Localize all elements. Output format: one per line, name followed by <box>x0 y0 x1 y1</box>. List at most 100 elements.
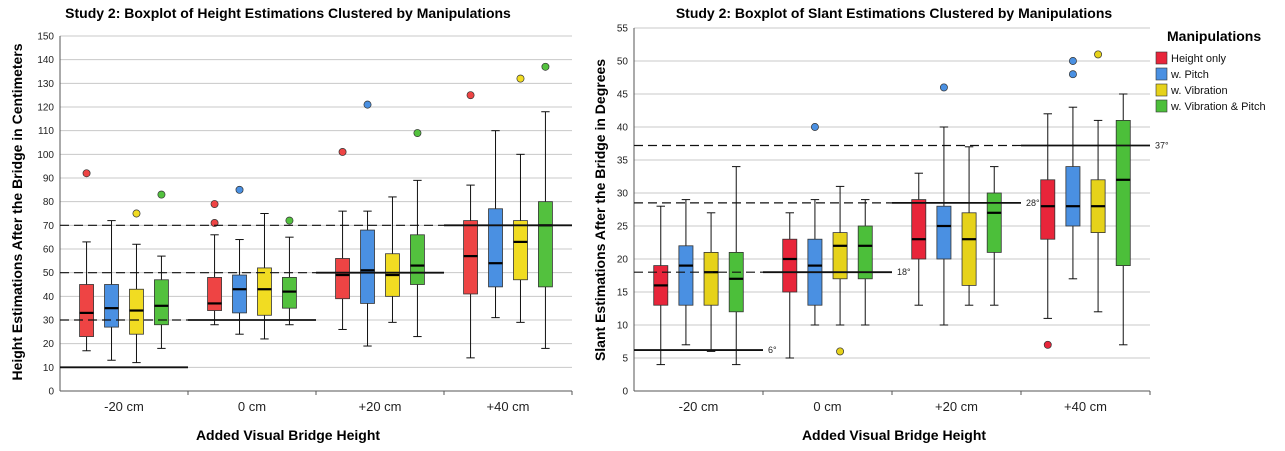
outlier-point <box>810 123 819 131</box>
box-1-1 <box>232 185 247 335</box>
outlier-point <box>363 100 372 109</box>
legend-title: Manipulations <box>1167 28 1261 44</box>
height-boxplot-chart: Study 2: Boxplot of Height Estimations C… <box>9 5 573 443</box>
box-3-3 <box>1115 93 1131 346</box>
outlier-point <box>1068 70 1077 79</box>
y-tick-label: 40 <box>43 292 55 303</box>
y-tick-label: 20 <box>43 339 55 350</box>
box-3-2 <box>986 166 1002 306</box>
slant-boxplot-chart: Study 2: Boxplot of Slant Estimations Cl… <box>592 5 1169 443</box>
y-tick-label: 40 <box>617 123 629 134</box>
x-tick-label: +20 cm <box>935 399 978 414</box>
outlier-point <box>132 209 141 218</box>
box-iqr <box>986 192 1002 253</box>
box-2-1 <box>257 213 272 340</box>
box-2-0 <box>129 209 144 364</box>
box-iqr <box>513 220 528 281</box>
box-iqr <box>129 288 144 335</box>
box-0-0 <box>79 169 94 352</box>
box-1-2 <box>936 83 952 326</box>
box-iqr <box>782 238 798 293</box>
legend-label: Height only <box>1171 53 1227 65</box>
box-1-3 <box>488 130 503 319</box>
y-tick-label: 15 <box>617 288 629 299</box>
outlier-point <box>516 74 525 83</box>
box-1-1 <box>807 123 823 326</box>
box-3-2 <box>410 129 425 338</box>
legend-swatch <box>1155 99 1168 113</box>
y-axis-label: Height Estimations After the Bridge in C… <box>9 43 25 380</box>
y-tick-label: 70 <box>43 221 55 232</box>
box-0-2 <box>911 172 927 306</box>
x-tick-label: -20 cm <box>679 399 719 414</box>
x-tick-label: -20 cm <box>104 399 144 414</box>
y-tick-label: 5 <box>622 354 628 365</box>
legend-label: w. Vibration <box>1170 85 1228 97</box>
legend: Manipulations Height only w. Pitch w. Vibr… <box>1155 28 1266 113</box>
box-1-0 <box>678 199 694 346</box>
box-iqr <box>936 205 952 260</box>
y-tick-label: 50 <box>617 57 629 68</box>
y-tick-label: 25 <box>617 222 629 233</box>
outlier-point <box>1068 57 1077 65</box>
box-0-0 <box>653 205 669 366</box>
box-0-2 <box>335 148 350 330</box>
box-2-2 <box>961 146 977 306</box>
box-2-3 <box>513 74 528 323</box>
outlier-point <box>836 347 845 356</box>
outlier-point <box>210 200 219 208</box>
y-tick-label: 130 <box>37 79 54 90</box>
outlier-point <box>939 83 948 92</box>
x-tick-label: +40 cm <box>1064 399 1107 414</box>
y-axis-label: Slant Estimations After the Bridge in De… <box>592 59 608 361</box>
y-tick-label: 10 <box>617 321 629 332</box>
legend-swatch <box>1155 67 1168 81</box>
box-2-1 <box>832 185 848 356</box>
box-iqr <box>257 267 272 316</box>
box-3-1 <box>857 199 873 326</box>
box-iqr <box>1065 166 1081 227</box>
box-0-1 <box>207 200 222 326</box>
y-tick-label: 55 <box>617 24 629 35</box>
box-iqr <box>832 232 848 280</box>
legend-label: w. Pitch <box>1170 69 1209 81</box>
x-axis-label: Added Visual Bridge Height <box>802 427 986 443</box>
outlier-point <box>1094 50 1103 59</box>
y-tick-label: 100 <box>37 150 54 161</box>
box-0-1 <box>782 212 798 359</box>
outlier-point <box>466 91 475 100</box>
box-iqr <box>678 245 694 306</box>
y-tick-label: 45 <box>617 90 629 101</box>
outlier-point <box>338 148 347 156</box>
box-iqr <box>488 208 503 288</box>
box-iqr <box>360 229 375 304</box>
legend-label: w. Vibration & Pitch <box>1170 101 1266 113</box>
box-1-2 <box>360 100 375 347</box>
box-3-0 <box>728 166 744 366</box>
outlier-point <box>541 62 550 71</box>
box-2-0 <box>703 212 719 352</box>
y-tick-label: 120 <box>37 103 54 114</box>
box-2-3 <box>1090 50 1106 313</box>
box-iqr <box>961 212 977 286</box>
y-tick-label: 20 <box>617 255 629 266</box>
y-tick-label: 90 <box>43 174 55 185</box>
outlier-point <box>1043 340 1052 349</box>
y-tick-label: 0 <box>48 387 54 398</box>
box-3-1 <box>282 216 297 326</box>
box-iqr <box>104 284 119 328</box>
box-2-2 <box>385 196 400 323</box>
box-iqr <box>911 199 927 260</box>
chart-title: Study 2: Boxplot of Height Estimations C… <box>65 5 511 21</box>
reference-line-label: 6° <box>768 345 777 355</box>
outlier-point <box>413 129 422 137</box>
box-iqr <box>154 279 169 326</box>
box-iqr <box>728 251 744 313</box>
box-3-3 <box>538 62 553 349</box>
box-3-0 <box>154 190 169 349</box>
outlier-point <box>235 185 244 194</box>
box-iqr <box>1040 179 1056 240</box>
chart-title: Study 2: Boxplot of Slant Estimations Cl… <box>676 5 1113 21</box>
box-iqr <box>463 220 478 295</box>
